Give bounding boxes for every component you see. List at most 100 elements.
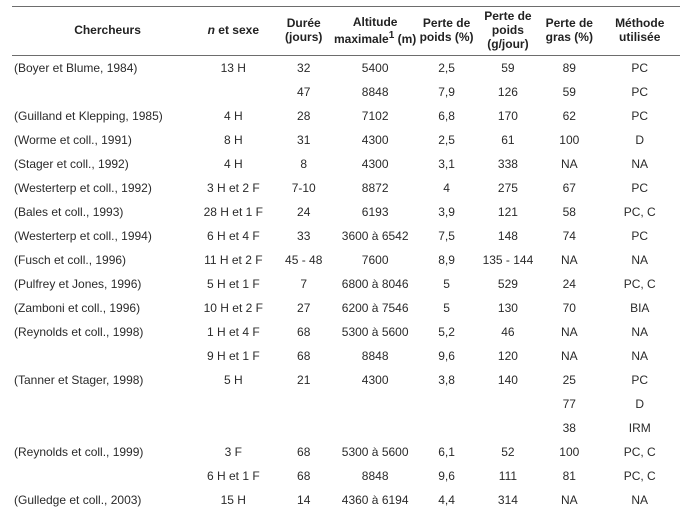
table-cell: 28 H et 1 F (193, 200, 273, 224)
table-cell: NA (539, 152, 599, 176)
table-cell: PC (599, 368, 680, 392)
col-methode: Méthode utilisée (599, 7, 680, 56)
table-cell: (Boyer et Blume, 1984) (12, 56, 193, 81)
table-cell (274, 416, 334, 440)
table-cell: 47 (274, 80, 334, 104)
table-cell: 1 H et 4 F (193, 320, 273, 344)
table-cell: PC, C (599, 200, 680, 224)
table-cell: NA (599, 152, 680, 176)
table-cell: 6 H et 4 F (193, 224, 273, 248)
table-cell: 21 (274, 368, 334, 392)
table-cell: 5 (416, 272, 476, 296)
table-cell: 5400 (334, 56, 416, 81)
table-cell: 130 (477, 296, 539, 320)
table-cell: 275 (477, 176, 539, 200)
table-cell: (Zamboni et coll., 1996) (12, 296, 193, 320)
table-cell: PC (599, 176, 680, 200)
col-perte-pct: Perte de poids (%) (416, 7, 476, 56)
table-cell: 68 (274, 440, 334, 464)
table-cell: 2,5 (416, 56, 476, 81)
table-cell: 5 H et 1 F (193, 272, 273, 296)
table-cell: 70 (539, 296, 599, 320)
table-cell: IRM (599, 416, 680, 440)
table-row: (Gulledge et coll., 2003)15 H144360 à 61… (12, 488, 680, 512)
table-cell: 74 (539, 224, 599, 248)
table-cell: 7,9 (416, 80, 476, 104)
table-cell: 140 (477, 368, 539, 392)
table-cell: 170 (477, 104, 539, 128)
table-cell: 6800 à 8046 (334, 272, 416, 296)
table-cell: PC (599, 56, 680, 81)
table-cell (477, 416, 539, 440)
table-cell: 3,1 (416, 152, 476, 176)
table-cell: 89 (539, 56, 599, 81)
col-chercheurs: Chercheurs (12, 7, 193, 56)
table-cell: 8,9 (416, 248, 476, 272)
altitude-study-table: Chercheurs n et sexe Durée (jours) Altit… (12, 6, 680, 512)
table-cell (12, 464, 193, 488)
table-cell: (Reynolds et coll., 1998) (12, 320, 193, 344)
table-cell: (Fusch et coll., 1996) (12, 248, 193, 272)
table-cell: 9 H et 1 F (193, 344, 273, 368)
table-cell: 126 (477, 80, 539, 104)
table-cell: 6193 (334, 200, 416, 224)
table-row: (Tanner et Stager, 1998)5 H2143003,81402… (12, 368, 680, 392)
table-cell: NA (539, 248, 599, 272)
table-cell: 111 (477, 464, 539, 488)
table-cell: 52 (477, 440, 539, 464)
table-cell: 8848 (334, 464, 416, 488)
table-cell: PC (599, 80, 680, 104)
table-row: (Reynolds et coll., 1999)3 F685300 à 560… (12, 440, 680, 464)
table-cell: 7,5 (416, 224, 476, 248)
table-cell: (Westerterp et coll., 1992) (12, 176, 193, 200)
table-cell: 148 (477, 224, 539, 248)
table-cell: 27 (274, 296, 334, 320)
table-cell: 59 (539, 80, 599, 104)
table-body: (Boyer et Blume, 1984)13 H3254002,55989P… (12, 56, 680, 513)
table-cell: 100 (539, 440, 599, 464)
table-cell: D (599, 392, 680, 416)
table-cell (416, 416, 476, 440)
table-cell: 135 - 144 (477, 248, 539, 272)
table-row: (Boyer et Blume, 1984)13 H3254002,55989P… (12, 56, 680, 81)
table-cell: 120 (477, 344, 539, 368)
table-cell: 5 H (193, 368, 273, 392)
table-cell: 9,6 (416, 464, 476, 488)
table-cell: NA (599, 320, 680, 344)
table-cell: 6 H et 1 F (193, 464, 273, 488)
table-cell: 67 (539, 176, 599, 200)
table-cell: 4,4 (416, 488, 476, 512)
bottom-fade (0, 510, 692, 520)
table-row: (Reynolds et coll., 1998)1 H et 4 F68530… (12, 320, 680, 344)
table-cell (334, 392, 416, 416)
table-cell: 31 (274, 128, 334, 152)
table-cell: 4300 (334, 128, 416, 152)
table-row: (Westerterp et coll., 1994)6 H et 4 F333… (12, 224, 680, 248)
table-cell: 59 (477, 56, 539, 81)
table-cell: 32 (274, 56, 334, 81)
col-altitude: Altitude maximale1 (m) (334, 7, 416, 56)
table-cell: 4 (416, 176, 476, 200)
table-row: (Westerterp et coll., 1992)3 H et 2 F7-1… (12, 176, 680, 200)
table-cell: 4300 (334, 368, 416, 392)
table-row: (Worme et coll., 1991)8 H3143002,561100D (12, 128, 680, 152)
table-cell (274, 392, 334, 416)
table-cell: 33 (274, 224, 334, 248)
table-cell: 7600 (334, 248, 416, 272)
table-cell: 77 (539, 392, 599, 416)
table-cell (193, 80, 273, 104)
table-row: (Bales et coll., 1993)28 H et 1 F2461933… (12, 200, 680, 224)
table-cell (12, 416, 193, 440)
table-cell: PC (599, 104, 680, 128)
table-cell: 58 (539, 200, 599, 224)
table-cell: 11 H et 2 F (193, 248, 273, 272)
table-cell: 5,2 (416, 320, 476, 344)
col-perte-gjour: Perte de poids (g/jour) (477, 7, 539, 56)
table-cell: 14 (274, 488, 334, 512)
table-cell: NA (539, 488, 599, 512)
table-cell: 529 (477, 272, 539, 296)
table-cell: 3 H et 2 F (193, 176, 273, 200)
table-cell: (Stager et coll., 1992) (12, 152, 193, 176)
table-cell: NA (539, 344, 599, 368)
table-cell: 10 H et 2 F (193, 296, 273, 320)
